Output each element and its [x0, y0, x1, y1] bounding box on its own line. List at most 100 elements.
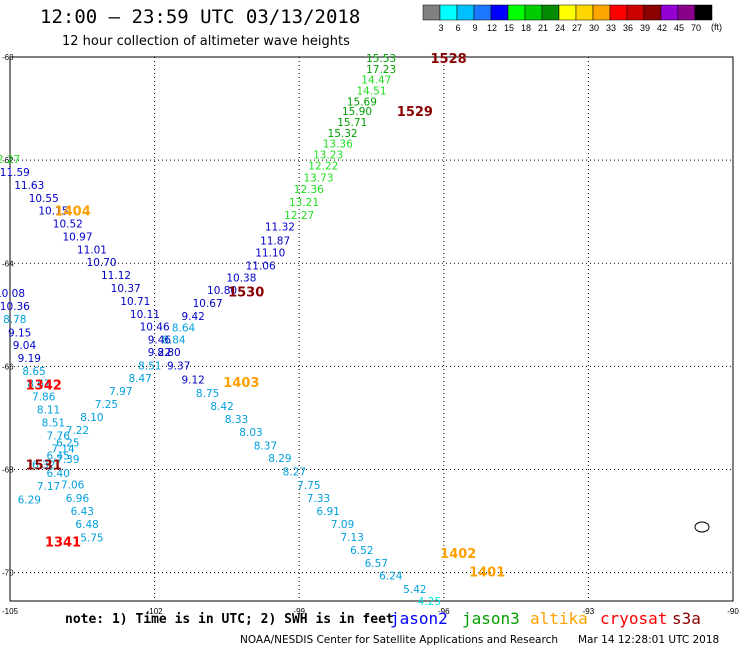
wave-height-value: 7.97: [109, 386, 132, 398]
legend-s3a: s3a: [672, 609, 701, 628]
scale-swatch: [626, 4, 645, 21]
wave-height-value: 8.64: [172, 323, 196, 335]
lon-label: -93: [583, 607, 595, 616]
wave-height-value: 10.37: [111, 283, 141, 295]
scale-swatch: [524, 4, 543, 21]
wave-height-value: 7.22: [66, 425, 89, 437]
pass-time-label: 1531: [26, 458, 62, 473]
scale-swatch: [507, 4, 526, 21]
wave-height-value: 8.10: [80, 412, 103, 424]
wave-height-value: 12.27: [0, 154, 20, 166]
wave-height-value: 13.21: [289, 197, 319, 209]
map-border: [9, 56, 734, 602]
figure-title: 12:00 – 23:59 UTC 03/13/2018: [40, 6, 361, 28]
scale-swatch: [490, 4, 509, 21]
wave-height-value: 17.23: [366, 64, 396, 76]
lon-label: -96: [438, 607, 450, 616]
wave-height-value: 9.15: [8, 327, 31, 339]
graticule: [10, 57, 733, 601]
scale-swatch: [575, 4, 594, 21]
generation-timestamp: Mar 14 12:28:01 UTC 2018: [578, 634, 720, 646]
wave-height-value: 14.47: [361, 75, 391, 87]
wave-height-value: 6.57: [365, 558, 388, 570]
scale-tick-label: 21: [538, 23, 548, 33]
wave-height-value: 8.03: [239, 427, 262, 439]
lat-label: -66: [2, 362, 14, 371]
wave-height-value: 12.36: [294, 184, 324, 196]
wave-height-value: 10.08: [0, 288, 25, 300]
wave-height-value: 6.96: [66, 493, 90, 505]
scale-swatch: [558, 4, 577, 21]
legend-altika: altika: [530, 609, 588, 628]
pass-time-label: 1404: [55, 205, 91, 220]
wave-height-value: 7.76: [47, 430, 71, 442]
wave-height-value: 7.09: [331, 519, 354, 531]
figure-subtitle: 12 hour collection of altimeter wave hei…: [62, 34, 350, 49]
pass-time-label: 1342: [26, 378, 62, 393]
wave-height-value: 12.22: [308, 160, 338, 172]
scale-tick-label: 39: [640, 23, 650, 33]
wave-height-value: 9.12: [181, 374, 204, 386]
wave-height-value: 11.32: [265, 222, 295, 234]
wave-height-value: 8.29: [268, 453, 291, 465]
wave-height-value: 6.32: [32, 459, 55, 471]
scale-tick-label: 3: [438, 23, 443, 33]
island-outline: [694, 521, 710, 533]
scale-swatch: [422, 4, 441, 21]
scale-swatch: [456, 4, 475, 21]
lat-label: -70: [2, 569, 14, 578]
wave-height-value: 10.70: [87, 257, 117, 269]
scale-tick-label: 18: [521, 23, 531, 33]
pass-time-label: 1401: [469, 566, 505, 581]
pass-time-label: 1529: [397, 105, 433, 120]
lon-label: -102: [147, 607, 164, 616]
wave-height-value: 11.06: [246, 260, 276, 272]
wave-height-value: 8.78: [3, 314, 26, 326]
wave-height-value: 10.55: [29, 193, 59, 205]
credit-line: NOAA/NESDIS Center for Satellite Applica…: [240, 634, 558, 646]
legend-cryosat: cryosat: [600, 609, 668, 628]
wave-height-value: 10.80: [207, 285, 237, 297]
wave-height-value: 11.10: [255, 247, 285, 259]
wave-height-value: 15.32: [328, 128, 358, 140]
wave-height-value: 8.42: [210, 401, 233, 413]
wave-height-value: 9.42: [181, 311, 204, 323]
wave-height-value: 6.43: [71, 506, 94, 518]
wave-height-value: 8.11: [37, 405, 60, 417]
pass-time-label: 1402: [440, 547, 476, 562]
wave-height-value: 7.75: [297, 480, 320, 492]
wave-height-value: 8.33: [225, 414, 248, 426]
scale-tick-label: 36: [623, 23, 633, 33]
wave-height-value: 6.48: [75, 519, 98, 531]
scale-unit: (ft): [711, 22, 722, 32]
wave-height-value: 8.67: [27, 378, 50, 390]
wave-height-value: 15.90: [342, 106, 372, 118]
wave-height-value: 8.84: [162, 335, 186, 347]
wave-height-value: 12.27: [284, 210, 314, 222]
wave-height-value: 10.67: [193, 298, 223, 310]
wave-height-value: 6.52: [350, 545, 373, 557]
wave-height-value: 9.22: [148, 347, 171, 359]
wave-height-value: 10.38: [226, 273, 256, 285]
wave-height-value: 6.29: [18, 494, 41, 506]
wave-height-value: 6.91: [316, 506, 339, 518]
wave-height-value: 9.46: [148, 335, 172, 347]
lon-label: -99: [293, 607, 305, 616]
wave-height-value: 5.75: [80, 533, 103, 545]
map-frame: [9, 56, 734, 602]
pass-time-labels: 1528 1529 1404 1530 1342 1403 1531 1341 1402 1401: [26, 52, 506, 581]
wave-height-value: 9.04: [13, 340, 37, 352]
scale-swatch: [609, 4, 628, 21]
wave-height-value: 10.15: [38, 206, 68, 218]
wave-height-value: 4.25: [418, 596, 441, 608]
wave-height-value: 11.01: [77, 244, 107, 256]
wave-height-value: 7.33: [307, 493, 330, 505]
wave-height-value: 8.27: [283, 467, 306, 479]
wave-height-value: 11.87: [260, 236, 290, 248]
wave-height-value: 13.73: [303, 173, 333, 185]
wave-height-value: 6.24: [379, 571, 403, 583]
lon-label: -105: [2, 607, 19, 616]
wave-height-value: 8.65: [22, 366, 45, 378]
wave-height-value: 7.86: [32, 391, 56, 403]
